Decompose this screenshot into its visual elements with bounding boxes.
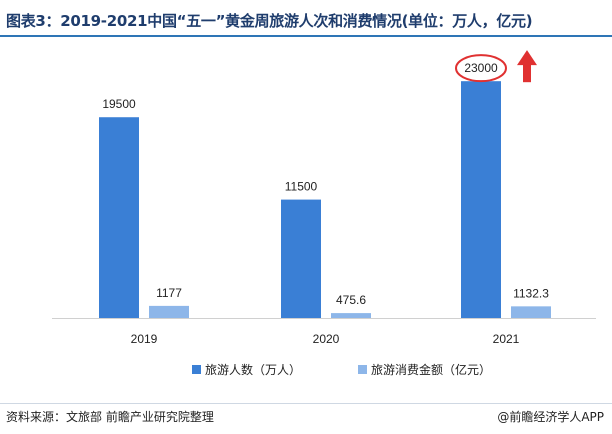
footer-rule [0, 403, 612, 404]
bar-tourists-2021 [461, 81, 501, 319]
data-label-spending-2019: 1177 [156, 286, 182, 300]
x-axis: 2019 2020 2021 [52, 318, 596, 346]
data-label-tourists-2020: 11500 [285, 180, 318, 194]
legend-label-spending: 旅游消费金额（亿元） [371, 362, 491, 377]
bar-spending-2020 [331, 313, 371, 318]
bar-tourists-2020 [281, 199, 321, 318]
x-tick-label-2021: 2021 [493, 332, 520, 346]
highlight-ellipse [455, 54, 507, 83]
bar-tourists-2019 [99, 117, 139, 318]
up-arrow-icon [517, 50, 537, 66]
source-note: 资料来源：文旅部 前瞻产业研究院整理 [6, 410, 214, 424]
brand-watermark-text: @前瞻经济学人APP [497, 410, 604, 424]
data-label-tourists-2019: 19500 [102, 97, 136, 111]
legend-swatch-tourists [192, 365, 201, 374]
annotation-layer [455, 50, 537, 83]
chart-title: 图表3：2019-2021中国“五一”黄金周旅游人次和消费情况(单位：万人，亿元… [6, 12, 533, 30]
data-label-spending-2020: 475.6 [336, 293, 366, 307]
bars-layer [99, 81, 551, 319]
legend: 旅游人数（万人） 旅游消费金额（亿元） [192, 362, 491, 377]
value-labels-layer: 19500 1177 11500 475.6 23000 1132.3 [102, 61, 549, 307]
bar-spending-2019 [149, 305, 189, 318]
data-label-tourists-2021: 23000 [464, 61, 498, 75]
x-tick-label-2019: 2019 [131, 332, 158, 346]
title-rule [0, 35, 612, 37]
legend-swatch-spending [358, 365, 367, 374]
bar-spending-2021 [511, 306, 551, 318]
data-label-spending-2021: 1132.3 [513, 286, 549, 300]
x-tick-label-2020: 2020 [313, 332, 340, 346]
legend-label-tourists: 旅游人数（万人） [205, 362, 301, 377]
up-arrow-shaft [523, 64, 531, 83]
